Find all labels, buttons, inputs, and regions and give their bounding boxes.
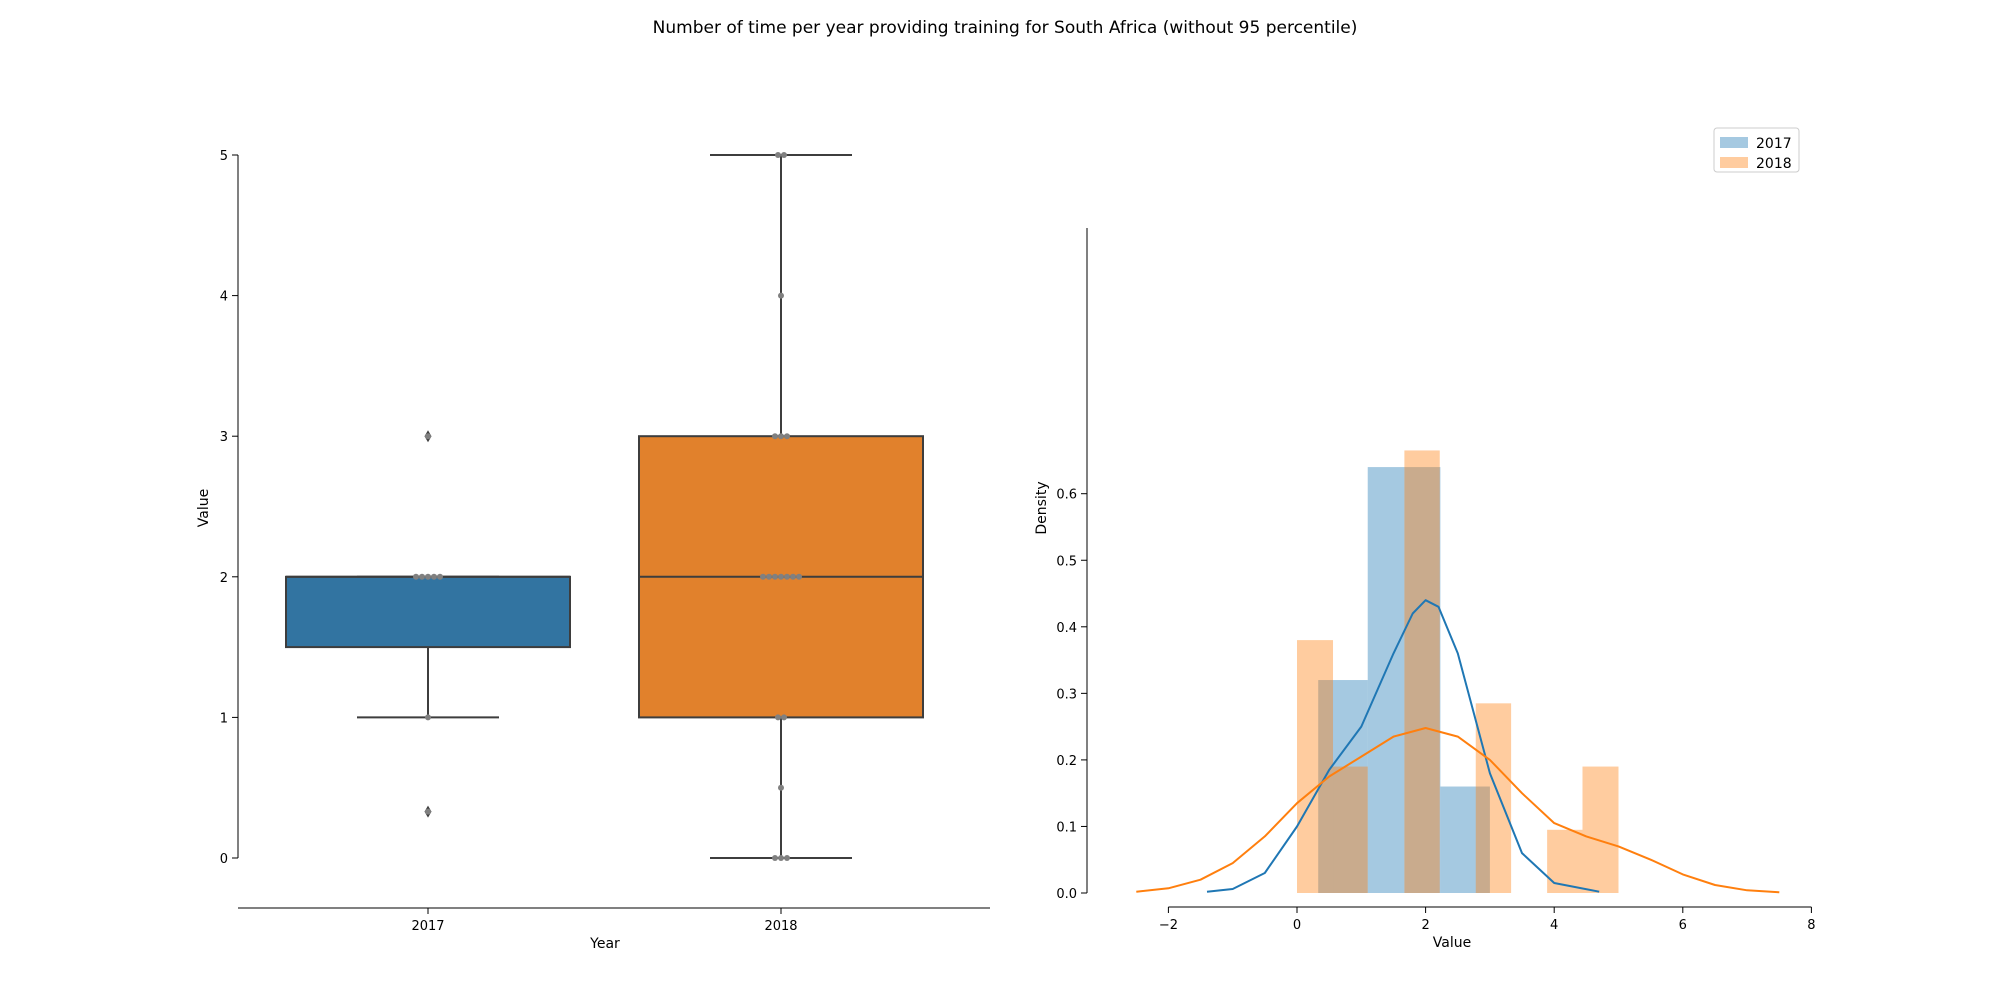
hist-bar-2017 (1318, 680, 1368, 893)
swarm-point (781, 152, 787, 158)
y-tick-label: 0 (220, 852, 228, 867)
legend: 2017 2018 (1713, 127, 1800, 173)
y-axis-label: Density (1034, 481, 1050, 534)
y-tick-label: 0.0 (1056, 887, 1077, 902)
hist-bar-2017 (1404, 467, 1441, 893)
hist-bar-2018 (1475, 703, 1512, 893)
swarm-point (419, 573, 425, 580)
swarm-point (413, 573, 419, 580)
histogram-axes: 0.0 0.1 0.2 0.3 0.4 0.5 0.6 −2 0 2 4 6 8 Value Density… (1034, 127, 1816, 951)
x-tick-label: 6 (1679, 918, 1687, 933)
y-tick-label: 0.5 (1056, 554, 1077, 569)
x-axis-label: Year (589, 936, 620, 952)
swarm-point (784, 573, 790, 580)
box-iqr (285, 575, 571, 649)
hist-bar-2017 (1367, 467, 1405, 893)
kde-line-2017 (1206, 599, 1600, 893)
swarm-point (778, 292, 784, 299)
legend-label-2017: 2017 (1756, 136, 1792, 152)
y-tick-label: 0.4 (1056, 621, 1077, 636)
box-2017 (285, 430, 571, 818)
legend-swatch-2018 (1720, 157, 1748, 168)
x-tick-label: 0 (1293, 918, 1301, 933)
y-tick-label: 2 (220, 571, 228, 586)
hist-bar-2017 (1440, 786, 1490, 893)
swarm-point (796, 573, 802, 580)
kde-line-2018 (1136, 727, 1780, 894)
y-tick-label: 1 (220, 711, 228, 726)
swarm-point (784, 855, 790, 861)
swarm-point (431, 573, 437, 580)
swarm-point (425, 808, 431, 815)
hist-bar-2018 (1297, 640, 1334, 893)
y-tick-label: 3 (220, 430, 228, 445)
swarm-point (778, 573, 784, 580)
y-tick-label: 0.1 (1056, 820, 1077, 835)
figure-title: Number of time per year providing traini… (653, 18, 1358, 38)
x-tick-label: −2 (1159, 918, 1178, 933)
swarm-point (772, 855, 778, 861)
legend-label-2018: 2018 (1756, 156, 1792, 172)
x-tick-label: 4 (1550, 918, 1558, 933)
swarm-point (772, 433, 778, 440)
swarm-point (425, 433, 431, 440)
x-tick-label: 2 (1421, 918, 1429, 933)
y-tick-label: 0.2 (1056, 754, 1077, 769)
y-tick-label: 4 (220, 290, 228, 305)
hist-bar-2018 (1547, 829, 1583, 893)
boxplot-axes: 0 1 2 3 4 5 2017 2018 Year Value (196, 149, 990, 952)
hist-bar-2018 (1333, 766, 1368, 893)
swarm-point (766, 573, 772, 580)
swarm-point (784, 433, 790, 440)
legend-frame (1713, 127, 1800, 173)
y-tick-label: 0.3 (1056, 687, 1077, 702)
swarm-point (781, 714, 787, 721)
swarm-point (778, 855, 784, 861)
swarm-point (760, 573, 766, 580)
swarm-point (790, 573, 796, 580)
x-tick-label: 8 (1807, 918, 1815, 933)
y-axis-label: Value (196, 489, 212, 527)
hist-bar-2018 (1582, 766, 1619, 893)
x-tick-label: 2017 (411, 919, 444, 934)
swarm-point (775, 152, 781, 158)
swarm-point (778, 433, 784, 440)
swarm-point (775, 714, 781, 721)
x-axis-label: Value (1433, 935, 1471, 951)
swarm-point (425, 714, 431, 721)
swarm-point (437, 573, 443, 580)
swarm-point (772, 573, 778, 580)
swarm-point (425, 573, 431, 580)
legend-swatch-2017 (1720, 137, 1748, 148)
y-tick-label: 0.6 (1056, 488, 1077, 503)
y-tick-label: 5 (220, 149, 228, 164)
swarm-point (778, 784, 784, 791)
x-tick-label: 2018 (764, 919, 797, 934)
box-2018 (638, 154, 924, 859)
hist-bar-2018 (1404, 450, 1440, 893)
